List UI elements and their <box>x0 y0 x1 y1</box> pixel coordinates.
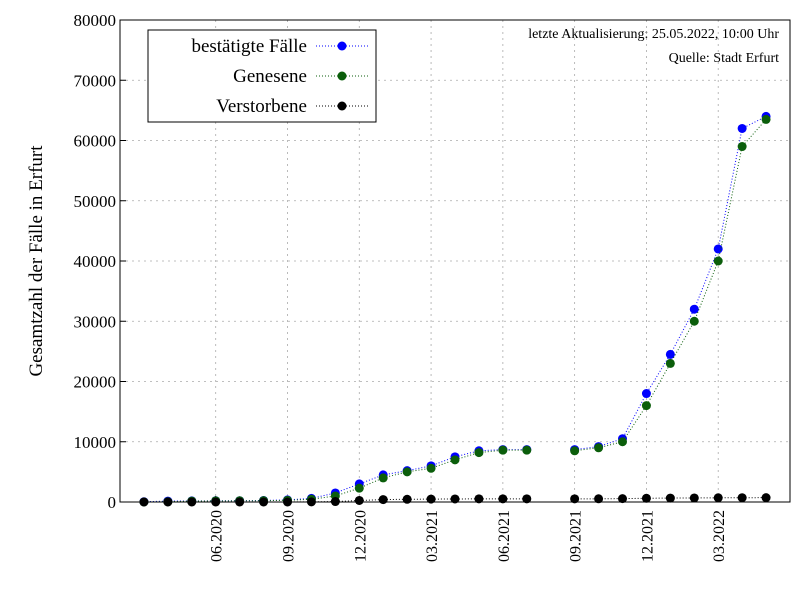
data-point <box>713 244 723 254</box>
y-tick-label: 30000 <box>74 312 117 331</box>
data-point <box>378 495 388 505</box>
x-tick-label: 03.2021 <box>424 510 441 562</box>
data-point <box>139 497 149 507</box>
data-point <box>570 446 580 456</box>
data-point <box>522 445 532 455</box>
data-point <box>378 473 388 483</box>
data-point <box>737 493 747 503</box>
data-point <box>474 448 484 458</box>
data-point <box>594 494 604 504</box>
data-point <box>665 358 675 368</box>
y-tick-label: 10000 <box>74 433 117 452</box>
data-point <box>450 455 460 465</box>
data-point <box>498 494 508 504</box>
data-point <box>713 493 723 503</box>
data-point <box>426 494 436 504</box>
data-point <box>450 494 460 504</box>
data-point <box>665 349 675 359</box>
data-point <box>689 493 699 503</box>
x-tick-label: 06.2020 <box>209 510 226 562</box>
y-tick-label: 50000 <box>74 192 117 211</box>
data-point <box>594 443 604 453</box>
data-point <box>187 497 197 507</box>
annotation: Quelle: Stadt Erfurt <box>669 51 780 66</box>
data-point <box>259 497 269 507</box>
y-tick-label: 70000 <box>74 71 117 90</box>
data-point <box>641 389 651 399</box>
x-tick-label: 12.2021 <box>639 510 656 562</box>
x-tick-label: 09.2020 <box>281 510 298 562</box>
legend-label: Verstorbene <box>216 96 307 117</box>
y-tick-label: 80000 <box>74 11 117 30</box>
data-point <box>570 494 580 504</box>
data-point <box>330 497 340 507</box>
data-point <box>665 493 675 503</box>
y-tick-label: 40000 <box>74 252 117 271</box>
legend-label: bestätigte Fälle <box>191 36 307 57</box>
legend-label: Genesene <box>233 66 307 87</box>
y-axis-label: Gesamtzahl der Fälle in Erfurt <box>26 145 47 377</box>
legend-marker <box>337 101 347 111</box>
y-tick-label: 60000 <box>74 132 117 151</box>
data-point <box>402 494 412 504</box>
data-point <box>283 497 292 507</box>
x-tick-label: 12.2020 <box>352 510 369 562</box>
data-point <box>761 493 771 503</box>
annotation: letzte Aktualisierung: 25.05.2022, 10:00… <box>528 27 779 42</box>
data-point <box>354 495 364 505</box>
x-tick-label: 06.2021 <box>496 510 513 562</box>
x-tick-label: 09.2021 <box>568 510 585 562</box>
legend-marker <box>337 41 347 51</box>
data-point <box>163 497 173 507</box>
data-point <box>737 142 747 152</box>
data-point <box>618 437 627 447</box>
data-point <box>522 494 532 504</box>
data-point <box>641 493 651 503</box>
y-tick-label: 0 <box>108 493 117 512</box>
data-point <box>354 483 364 493</box>
x-tick-label: 03.2022 <box>711 510 728 562</box>
data-point <box>713 256 723 266</box>
data-point <box>618 494 627 504</box>
data-point <box>689 304 699 314</box>
y-tick-label: 20000 <box>74 373 117 392</box>
data-point <box>235 497 245 507</box>
legend-marker <box>337 71 347 81</box>
data-point <box>211 497 221 507</box>
data-point <box>306 497 316 507</box>
series-line <box>143 497 767 503</box>
data-point <box>737 123 747 133</box>
series-line <box>143 119 767 503</box>
data-point <box>426 463 436 473</box>
data-point <box>761 114 771 124</box>
data-point <box>474 494 484 504</box>
data-point <box>498 445 508 455</box>
data-point <box>641 401 651 411</box>
data-point <box>689 316 699 326</box>
data-point <box>402 467 412 477</box>
